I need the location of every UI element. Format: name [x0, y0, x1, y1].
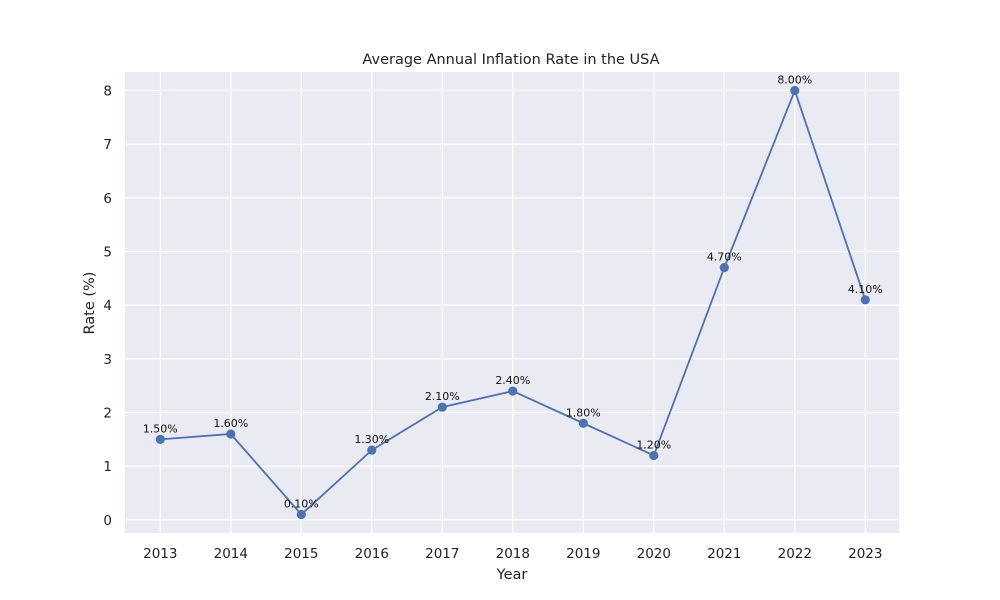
y-tick-label: 5 [103, 245, 112, 261]
x-axis-label: Year [496, 567, 528, 583]
y-tick-label: 7 [103, 137, 112, 153]
x-tick-label: 2022 [778, 546, 812, 562]
x-tick-label: 2017 [425, 546, 459, 562]
data-label: 1.60% [213, 417, 248, 430]
data-label: 8.00% [777, 74, 812, 87]
chart-title: Average Annual Inflation Rate in the USA [362, 52, 659, 68]
data-point [508, 386, 518, 396]
y-tick-label: 6 [103, 191, 112, 207]
x-tick-label: 2018 [496, 546, 530, 562]
x-tick-label: 2023 [848, 546, 882, 562]
data-labels: 1.50% 1.60% 0.10% 1.30% 2.10% 2.40% 1.80% 1.20%… [143, 74, 883, 511]
data-label: 1.20% [636, 438, 671, 451]
x-tick-label: 2020 [637, 546, 671, 562]
x-tick-label: 2016 [355, 546, 389, 562]
x-tick-label: 2021 [707, 546, 741, 562]
y-tick-label: 3 [103, 352, 112, 368]
data-label: 1.30% [354, 433, 389, 446]
data-label: 2.10% [425, 390, 460, 403]
data-point [296, 509, 306, 520]
y-axis-label: Rate (%) [82, 272, 98, 335]
data-label: 4.70% [707, 251, 742, 264]
y-tick-label: 1 [103, 459, 112, 475]
y-tick-label: 2 [103, 406, 112, 422]
data-label: 1.80% [566, 406, 601, 419]
y-axis-ticks: 0 1 2 3 4 5 6 7 8 [103, 84, 112, 529]
y-tick-label: 8 [103, 84, 112, 100]
data-label: 1.50% [143, 422, 178, 435]
data-label: 0.10% [284, 497, 319, 510]
data-point [719, 263, 729, 273]
data-point [790, 85, 800, 96]
x-tick-label: 2015 [284, 546, 318, 562]
x-tick-label: 2013 [143, 546, 177, 562]
grid-lines [125, 72, 899, 533]
data-point [367, 445, 377, 455]
x-axis-ticks: 2013 2014 2015 2016 2017 2018 2019 2020 2021 2022… [143, 546, 882, 562]
data-point [578, 418, 588, 428]
data-label: 2.40% [495, 374, 530, 387]
data-point [437, 402, 447, 412]
x-tick-label: 2019 [566, 546, 600, 562]
x-tick-label: 2014 [214, 546, 248, 562]
data-points [155, 85, 870, 520]
y-tick-label: 4 [103, 298, 112, 314]
data-point [649, 450, 659, 461]
data-point [155, 434, 165, 444]
plot-area [125, 72, 899, 533]
y-tick-label: 0 [103, 513, 112, 529]
data-point [860, 295, 870, 305]
data-label: 4.10% [848, 283, 883, 296]
data-point [226, 429, 236, 439]
